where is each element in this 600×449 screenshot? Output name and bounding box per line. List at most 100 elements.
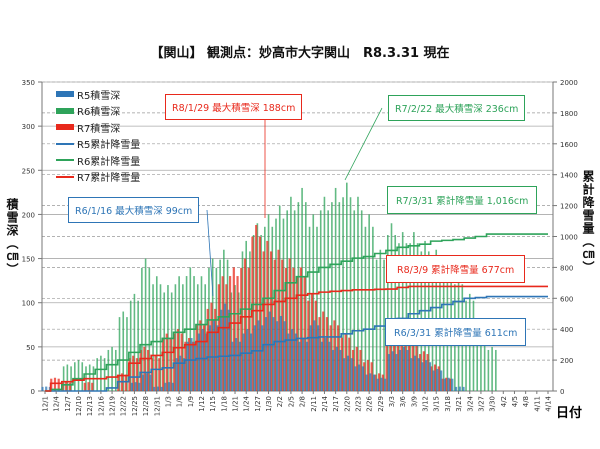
bar-R6積雪深 [182,284,184,391]
bar-R5積雪深 [417,358,420,391]
bar-R5積雪深 [454,386,458,391]
bar-R5積雪深 [447,377,450,391]
bar-R7積雪深 [165,333,168,391]
bar-R6積雪深 [282,218,285,391]
x-tick-label: 2/29 [377,396,385,412]
bar-R6積雪深 [211,258,214,391]
bar-R7積雪深 [247,267,250,391]
bar-R5積雪深 [365,374,368,391]
bar-R5積雪深 [261,325,264,391]
bar-R5積雪深 [440,370,443,391]
bar-R6積雪深 [223,249,225,391]
y-tick-label: 150 [22,256,35,264]
x-tick-label: 2/14 [321,395,329,411]
bar-R7積雪深 [433,364,437,391]
bar-R6積雪深 [252,234,255,391]
bar-R5積雪深 [339,349,342,391]
bar-R6積雪深 [331,202,333,391]
bar-R6積雪深 [144,258,147,391]
x-tick-label: 3/24 [466,395,474,411]
bar-R7積雪深 [322,311,325,391]
bar-R5積雪深 [451,378,454,391]
bar-R7積雪深 [355,346,358,391]
bar-R6積雪深 [185,276,188,391]
bar-R6積雪深 [170,292,173,391]
bar-R5積雪深 [402,346,405,391]
bar-R7積雪深 [91,382,94,391]
bar-R7積雪深 [337,325,340,391]
bar-R7積雪深 [132,355,135,391]
bar-R5積雪深 [372,374,376,391]
bar-R5積雪深 [361,366,365,391]
bar-R5積雪深 [253,325,256,391]
x-tick-label: 12/4 [53,395,61,411]
bar-R7積雪深 [407,341,411,391]
bar-R5積雪深 [175,358,178,391]
bar-R7積雪深 [176,329,180,391]
bar-R7積雪深 [430,366,433,391]
bar-R5積雪深 [317,325,320,391]
bar-R5積雪深 [149,374,152,391]
bar-R6積雪深 [286,210,288,391]
bar-R7積雪深 [445,377,448,391]
bar-R5積雪深 [406,349,409,391]
bar-R6積雪深 [334,187,337,391]
bar-R5積雪深 [190,338,193,391]
bar-R7積雪深 [281,259,284,391]
bar-R7積雪深 [161,337,165,391]
bar-R6積雪深 [241,251,244,391]
bar-R7積雪深 [68,382,71,391]
bar-R6積雪深 [476,325,479,391]
bar-R5積雪深 [238,341,242,391]
bar-R6積雪深 [353,210,356,391]
x-tick-label: 3/3 [388,396,396,407]
x-tick-label: 2/17 [332,396,340,412]
bar-R7積雪深 [329,325,332,391]
legend-label: R5積雪深 [77,90,121,102]
legend-item-r7-cumulative: R7累計降雪量 [56,169,140,186]
y-axis-label: 積雪深（㎝） [5,198,19,276]
bar-R5積雪深 [257,320,260,391]
bar-R6積雪深 [342,197,344,391]
x-tick-label: 1/18 [220,396,228,412]
legend-swatch [56,124,74,131]
annotation-r6-max-depth: R7/2/22 最大積雪深 236cm [388,95,526,121]
bar-R5積雪深 [264,317,268,391]
bar-R7積雪深 [243,258,247,391]
bar-R6積雪深 [312,214,315,391]
legend-swatch [56,107,74,114]
bar-R6積雪深 [495,349,497,391]
bar-R7積雪深 [363,362,366,391]
bar-R5積雪深 [235,338,238,391]
bar-R7積雪深 [296,276,299,391]
x-tick-label: 4/11 [533,396,541,412]
bar-R5積雪深 [283,321,286,391]
bar-R5積雪深 [413,355,417,391]
bar-R6積雪深 [297,202,300,391]
bar-R5積雪深 [369,373,372,391]
bar-R6積雪深 [424,240,426,391]
bar-R7積雪深 [318,317,321,391]
bar-R5積雪深 [350,358,353,391]
bar-R7積雪深 [83,382,86,391]
bar-R5積雪深 [331,349,335,391]
bar-R6積雪深 [208,267,210,391]
bar-R6積雪深 [379,249,382,391]
bar-R7積雪深 [255,225,258,391]
bar-R5積雪深 [242,333,245,391]
bar-R6積雪深 [66,364,69,391]
y-tick-label: 200 [22,211,35,219]
bar-R7積雪深 [303,276,306,391]
bar-R7積雪深 [232,267,235,391]
bar-R7積雪深 [415,341,418,391]
line-R5累計降雪量 [45,295,548,392]
bar-R5積雪深 [320,341,324,391]
bar-R7積雪深 [374,374,377,391]
bar-R6積雪深 [483,325,486,391]
bar-R5積雪深 [197,333,201,391]
x-tick-label: 1/21 [232,396,240,412]
bar-R6積雪深 [372,226,374,391]
legend-item-r6-depth: R6積雪深 [56,103,140,120]
bar-R6積雪深 [487,349,490,391]
bar-R5積雪深 [335,346,338,391]
